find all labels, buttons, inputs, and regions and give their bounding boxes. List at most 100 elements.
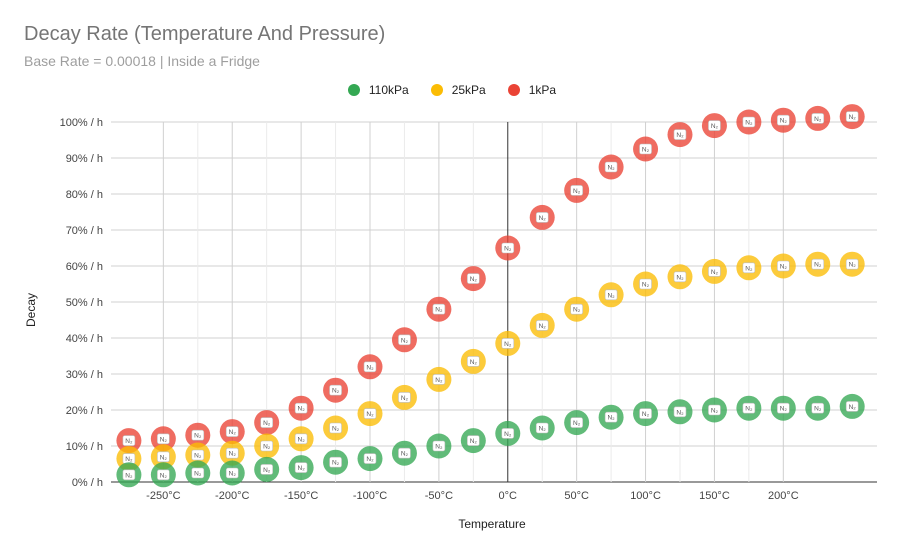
data-point[interactable]: N₂	[116, 446, 142, 472]
data-point[interactable]: N₂	[460, 266, 486, 292]
x-tick-label: -250°C	[146, 490, 180, 502]
y-tick-label: 90% / h	[66, 153, 103, 165]
data-point[interactable]: N₂	[460, 428, 486, 454]
data-point[interactable]: N₂	[564, 410, 590, 436]
data-point[interactable]: N₂	[254, 410, 280, 436]
svg-text:N₂: N₂	[504, 341, 512, 348]
data-point[interactable]: N₂	[426, 296, 452, 322]
grid-layer	[111, 121, 877, 483]
svg-text:N₂: N₂	[711, 269, 719, 276]
chart-subtitle: Base Rate = 0.00018 | Inside a Fridge	[24, 53, 260, 69]
data-point[interactable]: N₂	[805, 251, 831, 277]
data-point[interactable]: N₂	[185, 422, 211, 448]
data-point[interactable]: N₂	[805, 395, 831, 421]
data-point[interactable]: N₂	[426, 366, 452, 392]
data-point[interactable]: N₂	[391, 384, 417, 410]
data-point[interactable]: N₂	[150, 462, 176, 488]
data-point[interactable]: N₂	[529, 312, 555, 338]
chart-title: Decay Rate (Temperature And Pressure)	[24, 23, 386, 45]
data-point[interactable]: N₂	[839, 104, 865, 130]
data-point[interactable]: N₂	[150, 426, 176, 452]
data-point[interactable]: N₂	[495, 330, 521, 356]
data-point[interactable]: N₂	[667, 122, 693, 148]
data-point[interactable]: N₂	[633, 401, 659, 427]
data-point[interactable]: N₂	[564, 177, 590, 203]
svg-text:N₂: N₂	[539, 215, 547, 222]
data-point[interactable]: N₂	[529, 204, 555, 230]
data-point[interactable]: N₂	[116, 428, 142, 454]
legend-label: 1kPa	[528, 83, 557, 97]
legend-item-1[interactable]: 25kPa	[430, 83, 486, 97]
data-point[interactable]: N₂	[770, 253, 796, 279]
svg-text:N₂: N₂	[814, 116, 822, 123]
data-point[interactable]: N₂	[839, 393, 865, 419]
data-point[interactable]: N₂	[736, 255, 762, 281]
data-point[interactable]: N₂	[357, 401, 383, 427]
svg-text:N₂: N₂	[573, 307, 581, 314]
legend-item-2[interactable]: 1kPa	[507, 83, 557, 97]
data-point[interactable]: N₂	[598, 404, 624, 430]
svg-text:N₂: N₂	[332, 426, 340, 433]
svg-text:N₂: N₂	[676, 132, 684, 139]
data-point[interactable]: N₂	[185, 460, 211, 486]
svg-text:N₂: N₂	[229, 429, 237, 436]
data-point[interactable]: N₂	[116, 462, 142, 488]
svg-text:N₂: N₂	[263, 467, 271, 474]
svg-text:N₂: N₂	[229, 471, 237, 478]
legend-item-0[interactable]: 110kPa	[347, 83, 409, 97]
data-point[interactable]: N₂	[770, 107, 796, 133]
data-point[interactable]: N₂	[254, 433, 280, 459]
y-tick-label: 20% / h	[66, 405, 103, 417]
svg-text:N₂: N₂	[711, 408, 719, 415]
chart-legend[interactable]: 110kPa 25kPa 1kPa	[0, 83, 904, 97]
data-point[interactable]: N₂	[667, 264, 693, 290]
legend-swatch	[347, 84, 360, 96]
data-point[interactable]: N₂	[495, 420, 521, 446]
legend-label: 110kPa	[368, 83, 409, 97]
data-point[interactable]: N₂	[426, 433, 452, 459]
data-point[interactable]: N₂	[357, 354, 383, 380]
data-point[interactable]: N₂	[701, 397, 727, 423]
data-point[interactable]: N₂	[701, 258, 727, 284]
data-point[interactable]: N₂	[323, 449, 349, 475]
data-point[interactable]: N₂	[736, 395, 762, 421]
x-tick-label: 0°C	[499, 490, 518, 502]
data-point[interactable]: N₂	[598, 154, 624, 180]
data-point[interactable]: N₂	[288, 426, 314, 452]
data-point[interactable]: N₂	[667, 399, 693, 425]
data-point[interactable]: N₂	[633, 271, 659, 297]
data-point[interactable]: N₂	[219, 460, 245, 486]
data-point[interactable]: N₂	[323, 377, 349, 403]
data-point[interactable]: N₂	[323, 415, 349, 441]
data-point[interactable]: N₂	[736, 109, 762, 135]
svg-text:N₂: N₂	[780, 118, 788, 125]
data-point[interactable]: N₂	[460, 348, 486, 374]
data-point[interactable]: N₂	[185, 442, 211, 468]
data-point[interactable]: N₂	[633, 136, 659, 162]
svg-text:N₂: N₂	[814, 262, 822, 269]
data-point[interactable]: N₂	[391, 440, 417, 466]
data-point[interactable]: N₂	[839, 251, 865, 277]
data-point[interactable]: N₂	[805, 105, 831, 131]
data-point[interactable]: N₂	[219, 440, 245, 466]
data-point[interactable]: N₂	[598, 282, 624, 308]
data-point[interactable]: N₂	[391, 327, 417, 353]
svg-text:N₂: N₂	[194, 453, 202, 460]
svg-text:N₂: N₂	[780, 264, 788, 271]
y-tick-label: 0% / h	[72, 477, 103, 489]
data-point[interactable]: N₂	[701, 113, 727, 139]
data-point[interactable]: N₂	[495, 235, 521, 261]
data-point[interactable]: N₂	[288, 455, 314, 481]
data-point[interactable]: N₂	[564, 296, 590, 322]
x-tick-label: -200°C	[215, 490, 249, 502]
data-point[interactable]: N₂	[254, 456, 280, 482]
data-point[interactable]: N₂	[288, 395, 314, 421]
data-point[interactable]: N₂	[219, 419, 245, 445]
svg-text:N₂: N₂	[435, 444, 443, 451]
y-tick-label: 70% / h	[66, 225, 103, 237]
x-tick-label: 200°C	[768, 490, 799, 502]
data-point[interactable]: N₂	[150, 444, 176, 470]
data-point[interactable]: N₂	[357, 446, 383, 472]
data-point[interactable]: N₂	[770, 395, 796, 421]
data-point[interactable]: N₂	[529, 415, 555, 441]
